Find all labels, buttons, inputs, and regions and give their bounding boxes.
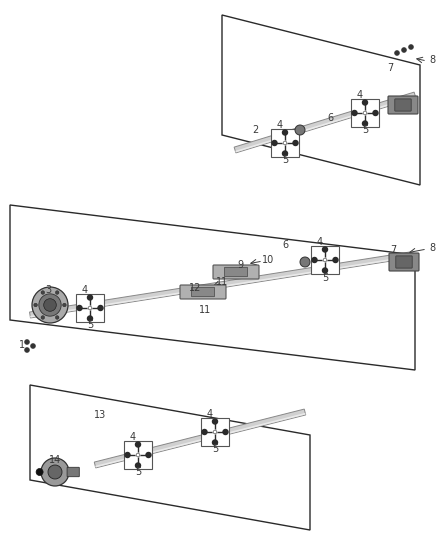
FancyBboxPatch shape [396,256,412,268]
Polygon shape [235,96,416,152]
FancyBboxPatch shape [124,441,152,469]
Text: 9: 9 [237,260,243,270]
Circle shape [373,110,378,116]
Circle shape [39,294,61,316]
Circle shape [402,47,406,52]
Text: 12: 12 [189,283,201,293]
Circle shape [31,343,35,349]
Circle shape [44,298,57,311]
Text: 8: 8 [429,243,435,253]
Circle shape [283,130,287,135]
Circle shape [63,303,66,307]
Text: 5: 5 [322,273,328,283]
Circle shape [136,453,140,457]
Text: 13: 13 [94,410,106,420]
Circle shape [125,453,130,457]
FancyBboxPatch shape [389,253,419,271]
Text: 5: 5 [282,155,288,165]
Text: 2: 2 [252,125,258,135]
Circle shape [88,306,92,310]
Circle shape [32,287,68,323]
FancyBboxPatch shape [213,265,259,279]
Circle shape [300,257,310,267]
FancyBboxPatch shape [225,268,247,277]
Circle shape [352,110,357,116]
Text: 11: 11 [199,305,211,315]
Text: 6: 6 [282,240,288,250]
Circle shape [363,121,367,126]
Circle shape [213,430,217,434]
FancyBboxPatch shape [388,96,418,114]
Circle shape [322,268,328,273]
Circle shape [41,458,69,486]
Circle shape [48,465,62,479]
Text: 7: 7 [390,245,396,255]
Text: 5: 5 [362,125,368,135]
Text: 4: 4 [207,409,213,419]
Circle shape [395,51,399,55]
Text: 4: 4 [277,120,283,130]
Circle shape [25,340,29,344]
FancyBboxPatch shape [76,294,104,322]
Circle shape [295,125,305,135]
Text: 4: 4 [82,285,88,295]
FancyBboxPatch shape [201,418,229,446]
Circle shape [25,348,29,352]
Text: 1: 1 [19,340,25,350]
Circle shape [41,290,45,294]
Circle shape [323,258,327,262]
Text: 3: 3 [45,285,51,295]
Circle shape [202,430,207,434]
Circle shape [272,141,277,146]
Text: 10: 10 [262,255,274,265]
Circle shape [41,316,45,319]
Circle shape [212,419,218,424]
Circle shape [212,440,218,445]
Circle shape [363,100,367,105]
FancyBboxPatch shape [395,99,411,111]
Circle shape [223,430,228,434]
Circle shape [88,316,92,321]
Text: 6: 6 [327,113,333,123]
FancyBboxPatch shape [180,285,226,299]
Polygon shape [234,92,416,153]
Circle shape [55,316,59,319]
Polygon shape [95,413,306,467]
Circle shape [283,141,287,145]
Circle shape [135,442,141,447]
FancyBboxPatch shape [191,287,215,297]
Circle shape [322,247,328,252]
Text: 4: 4 [130,432,136,442]
FancyBboxPatch shape [351,99,379,127]
Circle shape [36,469,43,475]
Circle shape [88,295,92,300]
Text: 11: 11 [216,277,228,287]
Text: 4: 4 [317,237,323,247]
Text: 5: 5 [135,467,141,477]
Text: 7: 7 [387,63,393,73]
Circle shape [283,151,287,156]
Circle shape [293,141,298,146]
Circle shape [34,303,37,307]
FancyBboxPatch shape [67,467,79,477]
Polygon shape [29,252,410,318]
FancyBboxPatch shape [311,246,339,274]
Text: 5: 5 [87,320,93,330]
Circle shape [333,257,338,263]
Circle shape [135,463,141,468]
FancyBboxPatch shape [271,129,299,157]
Circle shape [77,305,82,311]
Text: 14: 14 [49,455,61,465]
Polygon shape [30,256,410,318]
Circle shape [312,257,317,263]
Circle shape [98,305,103,311]
Circle shape [55,290,59,294]
Text: 8: 8 [429,55,435,65]
Text: 5: 5 [212,444,218,454]
Circle shape [409,44,413,50]
Polygon shape [94,409,306,468]
Circle shape [146,453,151,457]
Circle shape [363,111,367,115]
Text: 4: 4 [357,90,363,100]
